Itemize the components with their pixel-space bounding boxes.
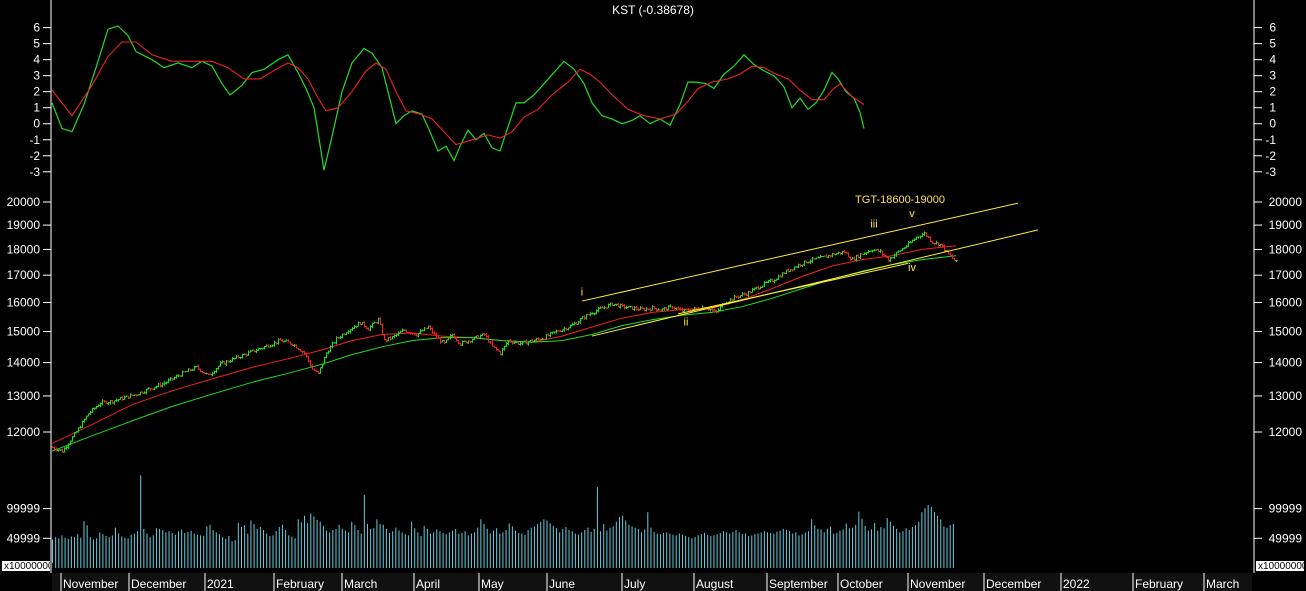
kst-signal-line bbox=[51, 41, 865, 146]
volume-panel: 99999 99999 49999 49999 x10000000 x10000000 bbox=[2, 475, 1306, 572]
kst-tick-left: 2 bbox=[33, 85, 40, 99]
right-multiplier-label: x10000000 bbox=[1258, 561, 1306, 572]
kst-tick-left: 3 bbox=[33, 69, 40, 83]
month-label: October bbox=[840, 577, 883, 591]
kst-tick-right: 0 bbox=[1269, 117, 1276, 131]
price-tick-right: 13000 bbox=[1269, 389, 1303, 403]
volume-tick-left: 49999 bbox=[7, 531, 41, 545]
price-tick-left: 15000 bbox=[7, 325, 41, 339]
kst-tick-right: -1 bbox=[1265, 133, 1276, 147]
annotation-wave-i: i bbox=[581, 286, 583, 298]
volume-tick-left: 99999 bbox=[7, 502, 41, 516]
month-label: February bbox=[276, 577, 324, 591]
month-label: April bbox=[416, 577, 440, 591]
month-label: 2021 bbox=[207, 577, 234, 591]
price-tick-right: 14000 bbox=[1269, 356, 1303, 370]
kst-tick-right: 5 bbox=[1269, 37, 1276, 51]
month-label: February bbox=[1135, 577, 1183, 591]
kst-tick-left: 0 bbox=[33, 117, 40, 131]
price-bars bbox=[51, 231, 958, 453]
price-tick-right: 16000 bbox=[1269, 295, 1303, 309]
price-tick-left: 18000 bbox=[7, 242, 41, 256]
price-tick-left: 14000 bbox=[7, 356, 41, 370]
kst-lines bbox=[51, 25, 865, 171]
kst-tick-right: 1 bbox=[1269, 101, 1276, 115]
price-tick-left: 17000 bbox=[7, 268, 41, 282]
month-label: September bbox=[769, 577, 828, 591]
kst-tick-left: 6 bbox=[33, 21, 40, 35]
month-label: December bbox=[131, 577, 186, 591]
price-tick-right: 12000 bbox=[1269, 425, 1303, 439]
annotation-wave-ii: ii bbox=[684, 317, 689, 329]
volume-tick-right: 49999 bbox=[1269, 531, 1303, 545]
month-label: March bbox=[344, 577, 377, 591]
channel-lower-line bbox=[677, 262, 909, 315]
kst-tick-right: 3 bbox=[1269, 69, 1276, 83]
volume-bars bbox=[52, 475, 954, 568]
price-tick-left: 12000 bbox=[7, 425, 41, 439]
price-tick-left: 19000 bbox=[7, 218, 41, 232]
annotation-target: TGT-18600-19000 bbox=[855, 194, 945, 206]
month-label: March bbox=[1206, 577, 1239, 591]
kst-tick-left: 1 bbox=[33, 101, 40, 115]
kst-tick-right: 4 bbox=[1269, 53, 1276, 67]
volume-y-ticks: 99999 99999 49999 49999 bbox=[7, 502, 1303, 546]
left-multiplier: x10000000 bbox=[2, 561, 54, 572]
kst-y-ticks: 6 6 5 5 4 4 3 3 2 2 1 1 0 0 -1 -1 -2 -2 -3 -3 bbox=[29, 21, 1276, 179]
kst-tick-left: 5 bbox=[33, 37, 40, 51]
price-tick-left: 16000 bbox=[7, 295, 41, 309]
price-tick-right: 20000 bbox=[1269, 195, 1303, 209]
kst-tick-right: 2 bbox=[1269, 85, 1276, 99]
month-label: 2022 bbox=[1063, 577, 1090, 591]
month-label: August bbox=[696, 577, 734, 591]
annotation-wave-iii: iii bbox=[870, 218, 877, 230]
kst-tick-right: -2 bbox=[1265, 149, 1276, 163]
kst-line bbox=[51, 25, 865, 171]
price-tick-right: 19000 bbox=[1269, 218, 1303, 232]
month-label: November bbox=[910, 577, 965, 591]
volume-tick-right: 99999 bbox=[1269, 502, 1303, 516]
kst-tick-left: -3 bbox=[29, 165, 40, 179]
price-tick-right: 17000 bbox=[1269, 268, 1303, 282]
channel-middle-line bbox=[591, 229, 1039, 337]
kst-tick-left: -2 bbox=[29, 149, 40, 163]
month-label: December bbox=[986, 577, 1041, 591]
x-axis: November December 2021 February March April Ma… bbox=[52, 573, 1252, 591]
trend-channel bbox=[581, 202, 1039, 337]
kst-tick-right: -3 bbox=[1265, 165, 1276, 179]
month-label: May bbox=[481, 577, 504, 591]
annotation-wave-iv: iv bbox=[908, 262, 916, 274]
month-label: June bbox=[549, 577, 575, 591]
annotation-wave-v: v bbox=[909, 208, 915, 220]
price-tick-left: 20000 bbox=[7, 195, 41, 209]
kst-tick-left: -1 bbox=[29, 133, 40, 147]
channel-upper-line bbox=[581, 202, 1019, 302]
price-y-ticks: 20000 20000 19000 19000 18000 18000 17000 17000… bbox=[7, 195, 1303, 439]
price-panel: 20000 20000 19000 19000 18000 18000 17000 17000… bbox=[7, 194, 1303, 453]
right-multiplier: x10000000 bbox=[1256, 561, 1306, 572]
kst-panel: KST (-0.38678) 6 6 5 5 4 4 3 3 2 2 1 1 0 0 -1 -1 -2 -2 -3 -… bbox=[29, 3, 1276, 179]
price-tick-right: 18000 bbox=[1269, 242, 1303, 256]
month-label: November bbox=[63, 577, 118, 591]
kst-tick-right: 6 bbox=[1269, 21, 1276, 35]
month-label: July bbox=[624, 577, 645, 591]
kst-tick-left: 4 bbox=[33, 53, 40, 67]
price-tick-right: 15000 bbox=[1269, 325, 1303, 339]
price-tick-left: 13000 bbox=[7, 389, 41, 403]
kst-title: KST (-0.38678) bbox=[612, 3, 694, 17]
left-multiplier-label: x10000000 bbox=[4, 561, 54, 572]
